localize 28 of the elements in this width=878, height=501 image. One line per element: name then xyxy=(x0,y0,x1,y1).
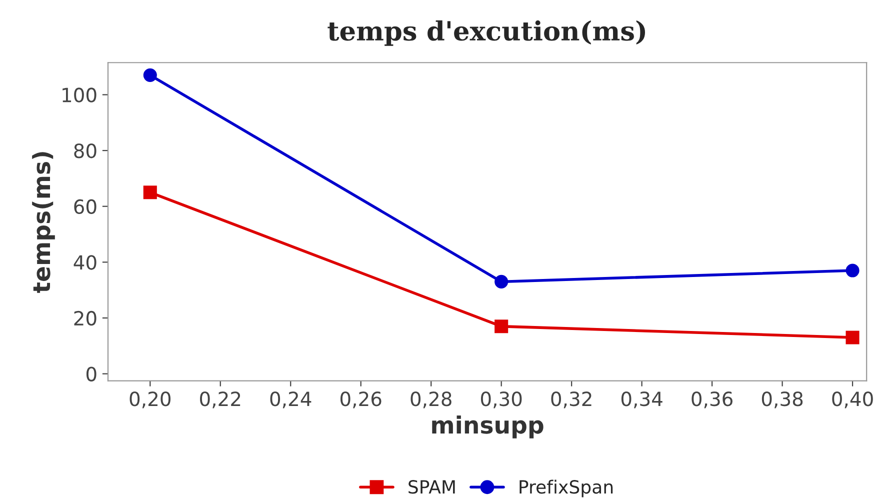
x-tick-label: 0,24 xyxy=(270,392,312,408)
point xyxy=(494,274,508,288)
x-tick-label: 0,22 xyxy=(200,392,240,408)
x-tick-label: 0,20 xyxy=(130,392,170,408)
legend-label: PrefixSpan xyxy=(520,480,613,498)
point xyxy=(143,186,157,200)
legend-label: SPAM xyxy=(408,480,455,494)
x-tick-label: 0,32 xyxy=(551,392,592,408)
y-tick-label: 100 xyxy=(62,88,96,102)
point xyxy=(846,264,860,278)
y-tick-label: 60 xyxy=(74,199,96,214)
y-tick-label: 20 xyxy=(74,310,96,326)
x-tick-label: 0,28 xyxy=(410,392,452,408)
point xyxy=(143,68,157,82)
y-tick-label: 40 xyxy=(74,255,96,270)
point xyxy=(494,320,508,334)
x-tick-label: 0,30 xyxy=(480,392,522,408)
x-tick-label: 0,34 xyxy=(621,392,662,408)
x-axis-title: minsupp xyxy=(432,416,544,438)
chart-title: temps d'excution(ms) xyxy=(328,20,646,46)
y-tick-label: 0 xyxy=(86,366,96,382)
point xyxy=(846,330,860,344)
y-tick-label: 80 xyxy=(74,143,96,158)
x-tick-label: 0,36 xyxy=(692,392,732,408)
x-tick-label: 0,38 xyxy=(762,392,803,408)
x-tick-label: 0,40 xyxy=(832,392,873,408)
y-axis-title: temps(ms) xyxy=(32,152,55,293)
x-tick-label: 0,26 xyxy=(340,392,382,408)
